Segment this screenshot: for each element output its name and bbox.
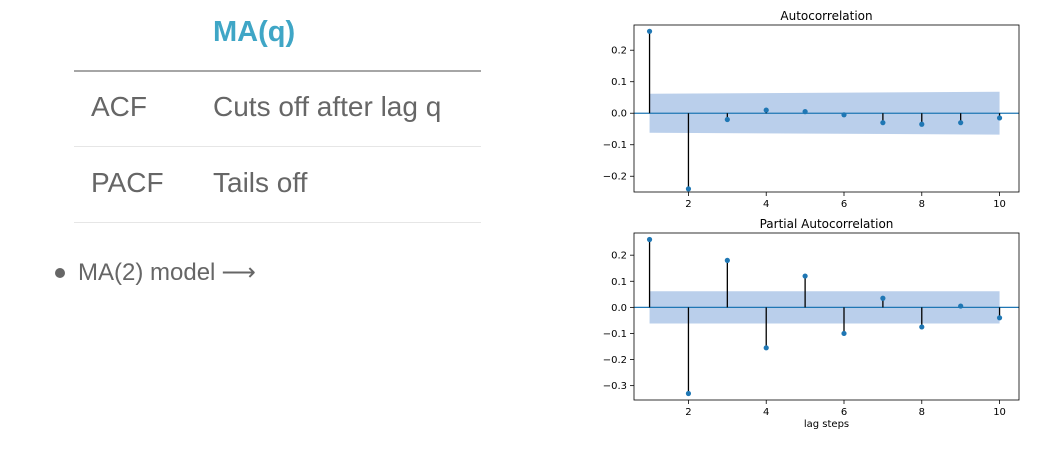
stem-marker (841, 330, 847, 337)
y-tick-label: 0.1 (611, 77, 627, 88)
x-tick-label: 8 (919, 199, 925, 210)
x-tick-label: 6 (841, 199, 847, 210)
stem-marker (724, 257, 730, 263)
row-value-acf: Cuts off after lag q (213, 91, 442, 122)
autocorrelation-chart: −0.2 −0.1 0.0 0.1 0.2 2 4 6 8 10 Autocorrelation (603, 9, 1020, 210)
stem-marker (646, 236, 653, 243)
y-tick-label: 0.0 (611, 109, 627, 120)
stem-marker (802, 273, 808, 279)
x-tick-label: 10 (993, 199, 1006, 210)
y-tick-label: 0.2 (611, 251, 627, 262)
y-tick-label: −0.2 (603, 172, 627, 183)
bullet-label: MA(2) model (78, 259, 216, 286)
y-tick-label: −0.1 (603, 329, 627, 340)
stem-marker (996, 315, 1003, 321)
y-tick-label: −0.2 (603, 355, 627, 366)
y-tick-label: 0.2 (611, 46, 627, 57)
stem-marker (880, 295, 886, 301)
x-axis-label: lag steps (804, 419, 849, 430)
y-tick-label: 0.1 (611, 277, 627, 288)
right-arrow-icon: ⟶ (221, 259, 256, 286)
y-tick-label: 0.0 (611, 303, 627, 314)
stem-marker (763, 107, 769, 113)
x-tick-label: 2 (685, 407, 691, 418)
stem-marker (802, 109, 808, 115)
x-tick-label: 8 (919, 407, 925, 418)
x-tick-label: 2 (685, 199, 691, 210)
x-tick-label: 6 (841, 407, 847, 418)
plot-frame (633, 24, 1020, 193)
stem-marker (880, 120, 886, 126)
table-row: PACF Tails off (74, 147, 481, 223)
stem-marker (919, 121, 925, 127)
plot-frame (633, 232, 1020, 401)
table-row: ACF Cuts off after lag q (74, 71, 481, 147)
stem-marker (958, 303, 964, 309)
x-tick-label: 10 (993, 407, 1006, 418)
row-label-pacf: PACF (91, 167, 164, 198)
partial-autocorrelation-chart: −0.3 −0.2 −0.1 0.0 0.1 0.2 2 4 6 8 10 Partial Autoc… (603, 217, 1020, 430)
bullet-text: MA(2) model ⟶ (78, 258, 256, 287)
x-tick-label: 4 (763, 407, 769, 418)
acf-pacf-charts: −0.2 −0.1 0.0 0.1 0.2 2 4 6 8 10 Autocorrelation −… (603, 9, 1020, 430)
table-header-row: MA(q) (74, 0, 481, 72)
stem-marker (685, 186, 692, 192)
stem-marker (685, 390, 692, 397)
stem-marker (763, 345, 769, 351)
y-tick-label: −0.3 (603, 381, 627, 392)
row-label-acf: ACF (91, 91, 147, 122)
chart-title: Partial Autocorrelation (760, 217, 894, 231)
stem-marker (646, 28, 653, 34)
stem-marker (724, 116, 730, 123)
table-header-ma-q: MA(q) (213, 16, 296, 48)
x-tick-label: 4 (763, 199, 769, 210)
y-tick-label: −0.1 (603, 140, 627, 151)
row-value-pacf: Tails off (213, 167, 308, 198)
stem-marker (996, 115, 1003, 121)
bullet-dot-icon (55, 268, 65, 278)
stem-marker (919, 324, 925, 330)
stem-marker (958, 120, 964, 126)
stem-marker (841, 112, 847, 118)
chart-title: Autocorrelation (780, 9, 872, 23)
